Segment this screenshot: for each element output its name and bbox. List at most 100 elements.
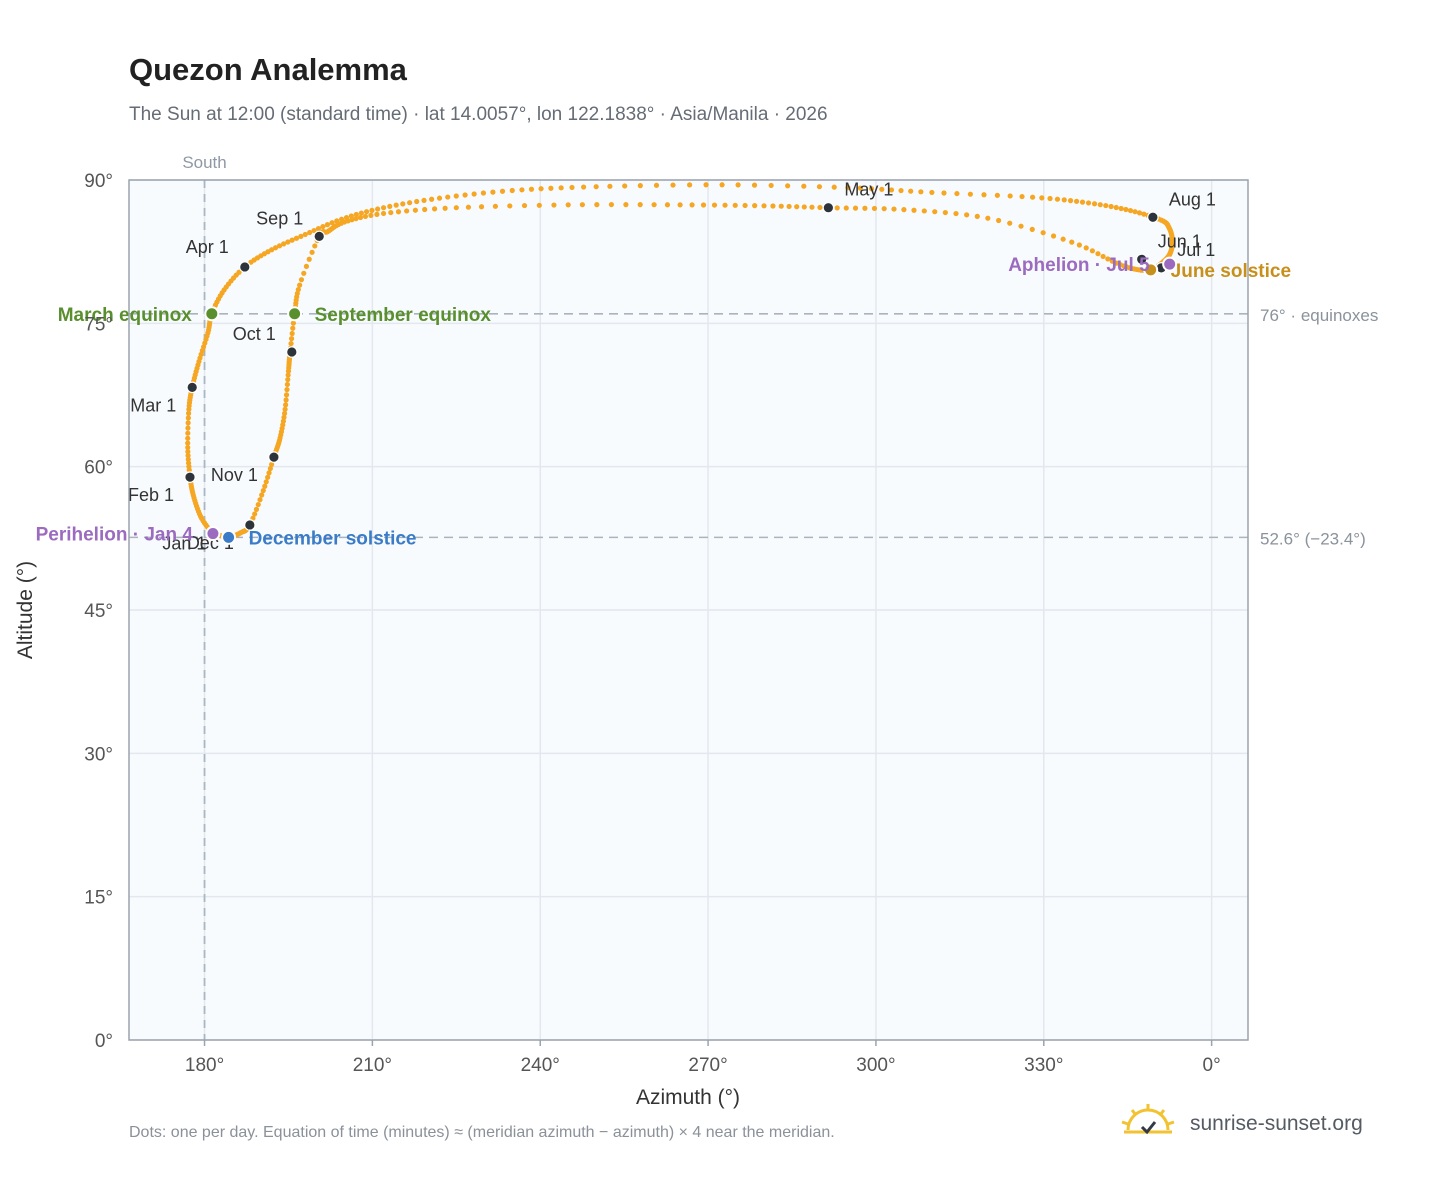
day-dot [306,256,312,262]
day-dot [594,202,600,208]
event-marker [221,529,237,545]
day-dot [1113,204,1119,211]
day-dot [1141,211,1147,217]
day-dot [770,203,776,209]
month-marker [1147,211,1159,224]
day-dot [358,210,364,216]
grid [129,179,1248,1041]
day-dot [436,195,443,201]
month-marker [239,261,251,273]
reference-line-label: 76° · equinoxes [1260,306,1378,325]
day-dot [283,392,290,398]
event-label: September equinox [315,305,492,326]
day-dot [311,227,317,234]
event-marker [205,526,221,542]
day-dot [185,410,192,416]
day-dot [252,511,258,517]
day-dot [898,187,904,194]
day-dot [964,212,970,218]
day-dot [471,191,477,197]
day-dot [1039,195,1045,201]
day-dot [281,410,288,417]
day-dot [265,474,271,480]
day-dot [404,208,410,214]
day-dot [363,209,370,215]
day-dot [1100,253,1106,260]
day-dot [974,213,980,219]
day-dot [932,209,938,215]
day-dot [1079,199,1086,205]
day-dot [375,206,381,212]
day-dot [263,479,269,485]
day-dot [297,282,303,288]
day-dot [953,210,959,217]
day-dot [538,186,544,192]
day-dot [1095,251,1101,257]
day-dot [298,277,305,283]
day-dot [722,202,728,208]
day-dot [687,182,693,188]
day-dot [703,182,709,188]
day-dot [593,184,599,190]
day-dot [1132,209,1138,215]
day-dot [901,207,907,213]
day-dot [785,183,791,189]
y-tick-label: 60° [84,458,113,479]
day-dot [320,223,326,230]
day-dot [281,241,287,247]
day-dot [752,203,758,209]
day-dot [329,220,335,226]
day-dot [711,202,718,208]
day-dot [929,189,935,196]
day-dot [1050,233,1057,239]
day-dot [862,205,868,211]
day-dot [185,415,191,421]
day-dot [1117,262,1124,268]
month-marker [268,451,280,463]
month-label: Jun 1 [1158,231,1202,251]
y-tick-label: 0° [95,1031,113,1052]
day-dot [285,368,292,374]
day-dot [307,229,313,236]
day-dot [1073,198,1080,204]
day-dot [288,340,294,347]
event-marker [204,306,220,322]
day-dot [608,201,614,208]
day-dot [492,203,499,209]
day-dot [453,193,459,199]
day-dot [259,492,265,498]
day-dot [276,243,283,249]
day-dot [257,497,263,503]
day-dot [778,203,784,209]
event-label: December solstice [249,528,417,549]
day-dot [293,235,300,241]
month-marker [184,471,196,483]
reference-line-label: 52.6° (−23.4°) [1260,529,1366,548]
day-dot [1136,210,1143,216]
day-dot [637,183,643,189]
day-dot [1047,195,1053,202]
day-dot [282,406,288,412]
day-dot [941,190,947,196]
month-marker [822,201,835,214]
day-dot [1127,207,1134,214]
day-dot [507,203,513,209]
day-dot [269,461,275,468]
day-dot [622,183,628,189]
day-dot [1109,258,1115,264]
day-dot [185,453,191,459]
month-marker [186,381,199,394]
brand[interactable]: sunrise-sunset.org [1120,1100,1400,1148]
south-label: South [182,153,226,172]
day-dot [1103,202,1109,209]
x-tick-label: 330° [1024,1055,1063,1076]
day-dot [1007,220,1013,226]
day-dot [324,222,331,228]
day-dot [298,233,304,239]
day-dot [809,204,815,210]
day-dot [353,211,359,218]
day-dot [312,243,318,249]
day-dot [185,449,191,455]
month-label: Nov 1 [211,465,258,485]
day-dot [719,182,725,188]
